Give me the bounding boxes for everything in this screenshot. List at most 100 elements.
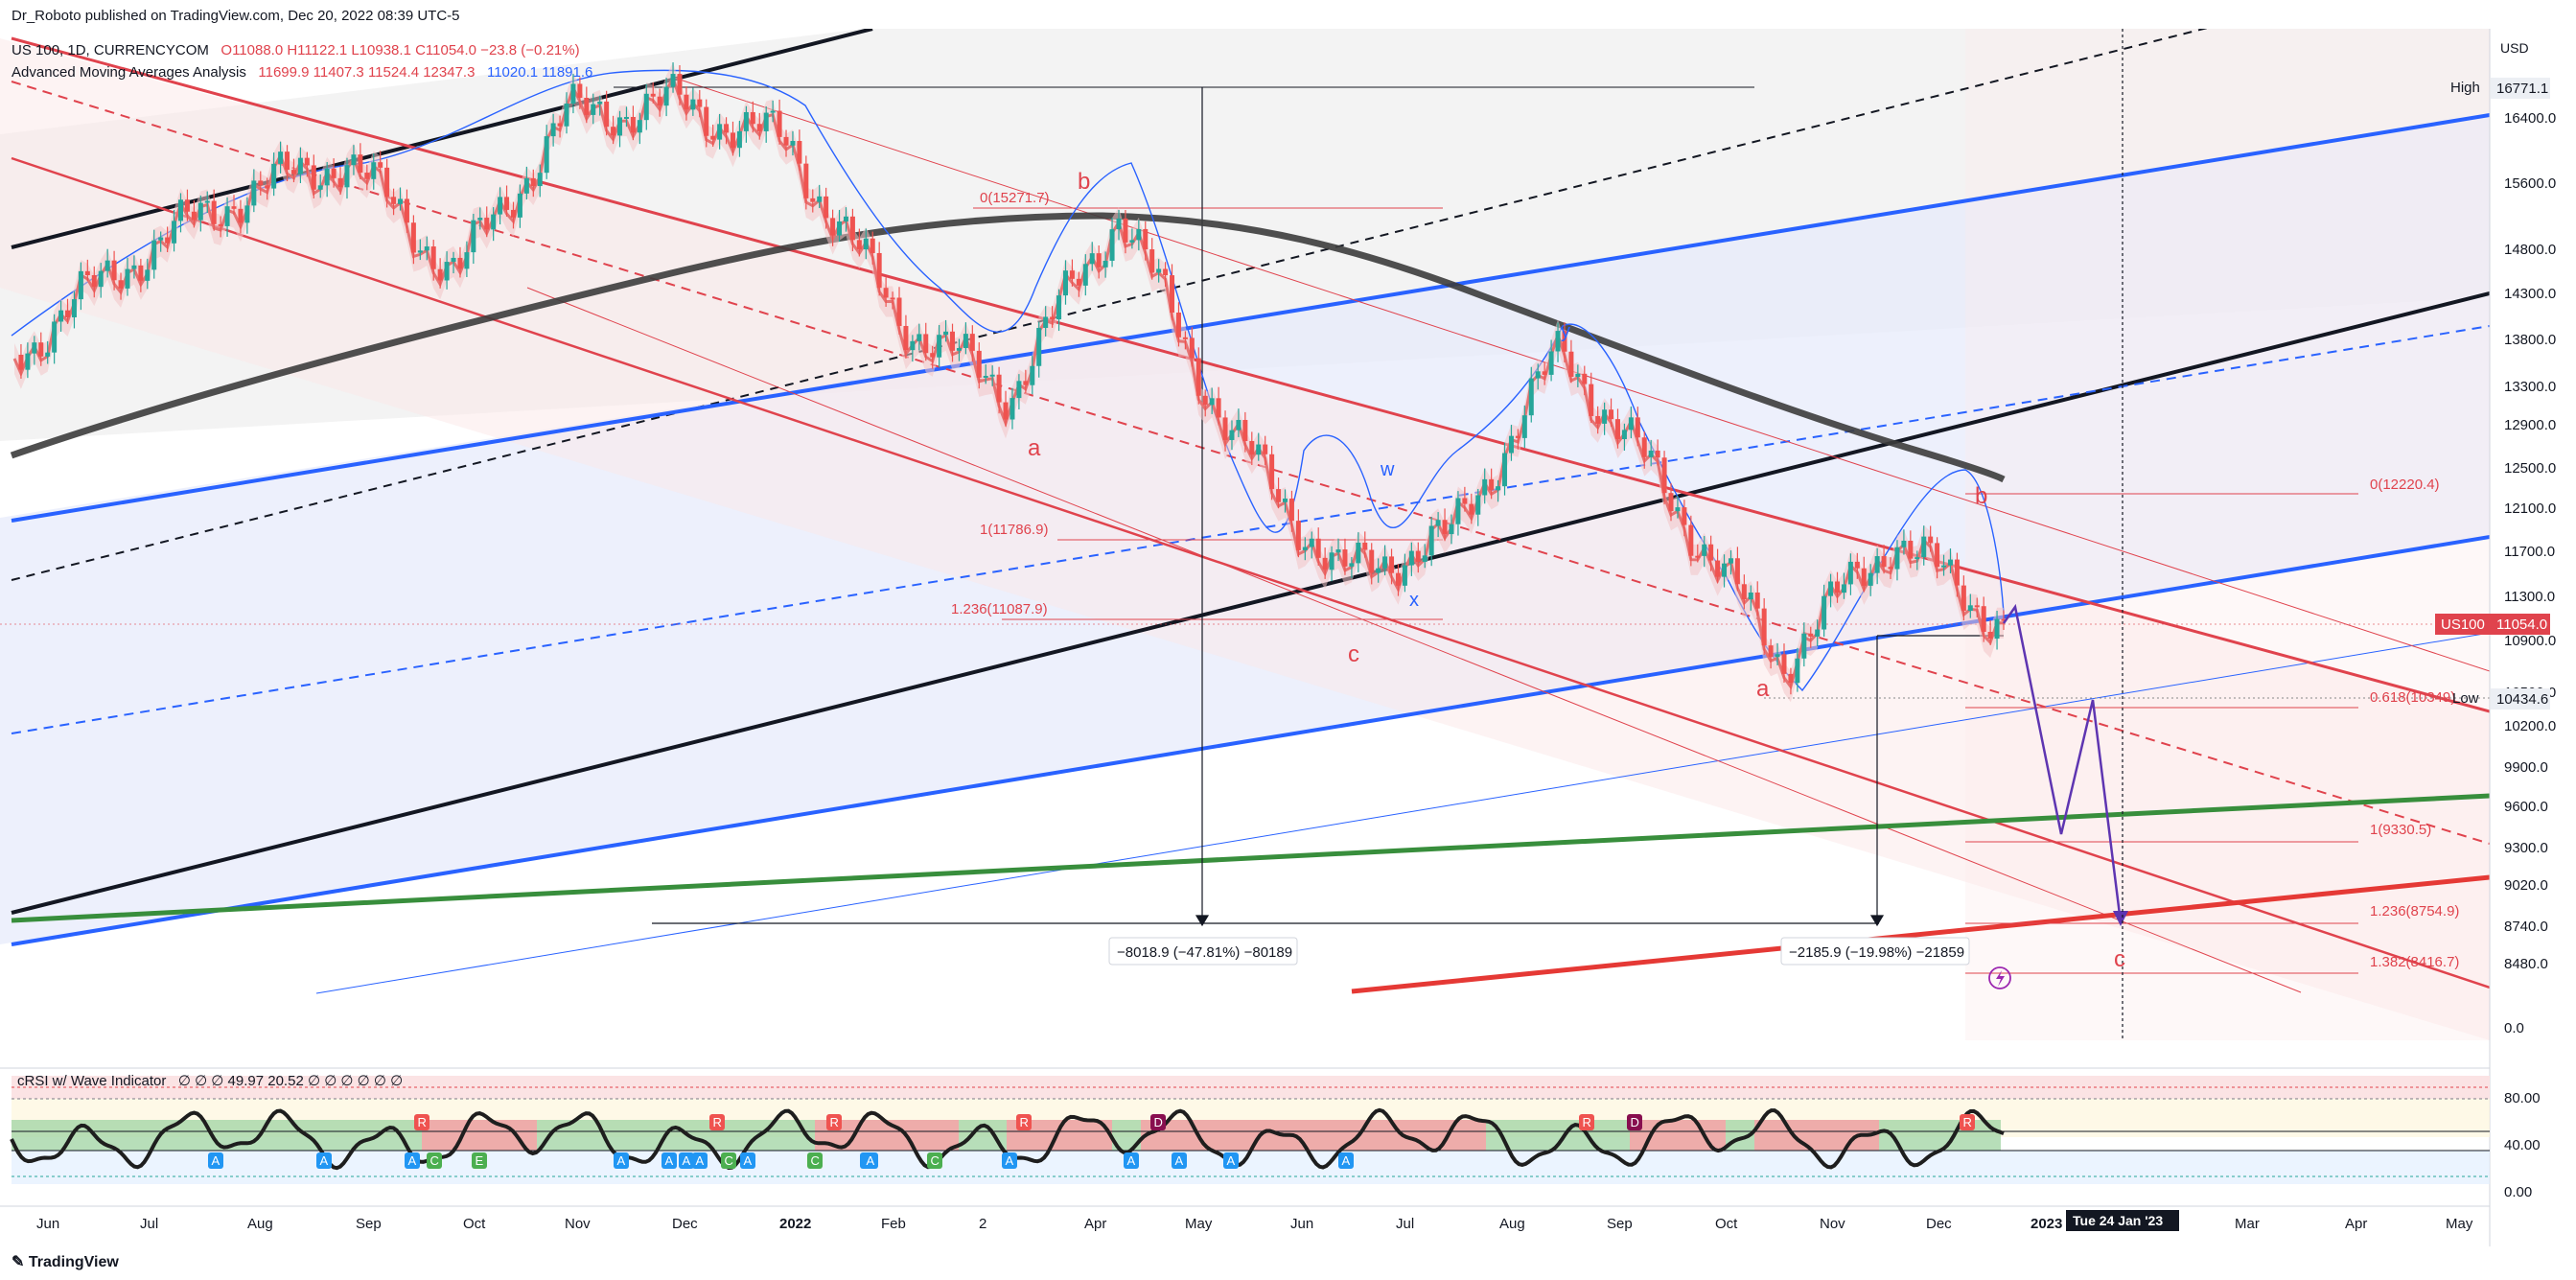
price-tick: 10200.0 <box>2504 718 2556 734</box>
signal-badge <box>927 1152 942 1169</box>
time-label: Apr <box>2345 1216 2367 1232</box>
candle-body <box>743 112 749 131</box>
lightning-icon[interactable] <box>1988 966 2011 989</box>
current-price-tag <box>2435 614 2550 635</box>
symbol-name[interactable]: US 100, 1D, CURRENCYCOM <box>12 42 209 58</box>
candlesticks <box>12 62 2007 703</box>
price-tick: 14800.0 <box>2504 242 2556 258</box>
candle-body <box>398 198 404 204</box>
price-tick: 13800.0 <box>2504 332 2556 348</box>
indicator-values-red: 11699.9 11407.3 11524.4 12347.3 <box>258 64 476 81</box>
signal-badge <box>826 1114 842 1130</box>
candle-body <box>118 280 124 289</box>
time-label: 2 <box>979 1216 986 1232</box>
signal-label: A <box>1006 1153 1014 1168</box>
price-tick: 9020.0 <box>2504 877 2548 894</box>
candle-body <box>1076 278 1081 286</box>
tradingview-brand[interactable]: ✎ TradingView <box>12 1252 119 1271</box>
candle-body <box>1781 654 1787 674</box>
candle-body <box>830 218 836 236</box>
candle-body <box>317 185 323 190</box>
candle-body <box>1822 595 1827 630</box>
candle-body <box>704 106 709 136</box>
candle-body <box>1269 454 1275 490</box>
candle-body <box>218 223 223 226</box>
candle-body <box>1562 331 1567 352</box>
candle-body <box>1841 584 1846 593</box>
candle-body <box>797 141 802 164</box>
candle-body <box>191 211 197 221</box>
signal-label: C <box>430 1153 439 1168</box>
signal-badge <box>1016 1114 1032 1130</box>
candle-body <box>1229 430 1235 440</box>
time-label: Apr <box>1084 1216 1106 1232</box>
candle-body <box>111 260 117 281</box>
candle-body <box>1768 645 1774 658</box>
candle-body <box>617 117 623 136</box>
rsi-tick: 40.00 <box>2504 1137 2541 1153</box>
signal-badge <box>740 1152 755 1169</box>
candle-body <box>271 163 277 189</box>
candle-body <box>1156 268 1162 273</box>
candle-body <box>1535 371 1541 379</box>
rsi-zone <box>422 1120 537 1151</box>
candle-body <box>1043 316 1049 329</box>
candle-body <box>837 221 843 236</box>
ma-ribbon <box>14 62 2004 703</box>
signal-label: R <box>830 1115 839 1129</box>
signal-badge <box>1579 1114 1594 1130</box>
blue-channel-top <box>11 113 2490 523</box>
candle-body <box>983 376 988 379</box>
candle-body <box>663 86 669 106</box>
candle-body <box>1116 218 1122 230</box>
projection-arrow <box>2113 911 2128 926</box>
candle-body <box>1641 437 1647 457</box>
candle-body <box>351 154 357 166</box>
signal-label: A <box>1227 1153 1236 1168</box>
rsi-indicator-name[interactable]: cRSI w/ Wave Indicator <box>17 1073 167 1089</box>
candle-body <box>290 170 296 175</box>
candle-body <box>1695 555 1701 558</box>
candle-body <box>1854 561 1860 569</box>
candle-body <box>1349 563 1355 567</box>
candle-body <box>717 124 723 140</box>
time-label: May <box>2446 1216 2473 1232</box>
candle-body <box>1688 524 1694 556</box>
candle-body <box>1675 507 1681 512</box>
candle-body <box>45 352 51 357</box>
candle-body <box>1435 520 1441 526</box>
time-cursor-label: Tue 24 Jan '23 <box>2073 1213 2163 1228</box>
candle-body <box>1502 453 1508 487</box>
candle-body <box>930 353 936 358</box>
indicator-name[interactable]: Advanced Moving Averages Analysis <box>12 64 246 81</box>
measure-text: −8018.9 (−47.81%) −80189 <box>1117 944 1292 961</box>
candle-body <box>1242 419 1248 442</box>
candle-body <box>104 260 110 271</box>
candle-body <box>1428 525 1434 556</box>
candle-body <box>1967 605 1973 612</box>
candle-body <box>258 180 264 186</box>
candle-body <box>125 268 130 289</box>
candle-body <box>996 374 1002 403</box>
candle-body <box>763 112 769 131</box>
candle-body <box>697 99 703 107</box>
candle-body <box>337 177 343 188</box>
candle-body <box>537 173 543 187</box>
candle-body <box>1935 543 1940 568</box>
candle-body <box>1614 419 1620 440</box>
candle-body <box>1315 538 1321 558</box>
candle-body <box>1582 373 1588 384</box>
candle-body <box>1515 435 1520 438</box>
candle-body <box>976 350 982 378</box>
candle-body <box>1256 444 1262 455</box>
candle-body <box>597 101 603 105</box>
black-channel-bottom <box>11 291 2490 915</box>
candle-body <box>1249 441 1255 455</box>
candle-body <box>1754 592 1760 609</box>
candle-body <box>963 334 968 348</box>
candle-body <box>803 163 809 198</box>
candle-body <box>650 93 656 97</box>
signal-label: D <box>1631 1115 1639 1129</box>
symbol-row: US 100, 1D, CURRENCYCOM O11088.0 H11122.… <box>12 42 580 58</box>
